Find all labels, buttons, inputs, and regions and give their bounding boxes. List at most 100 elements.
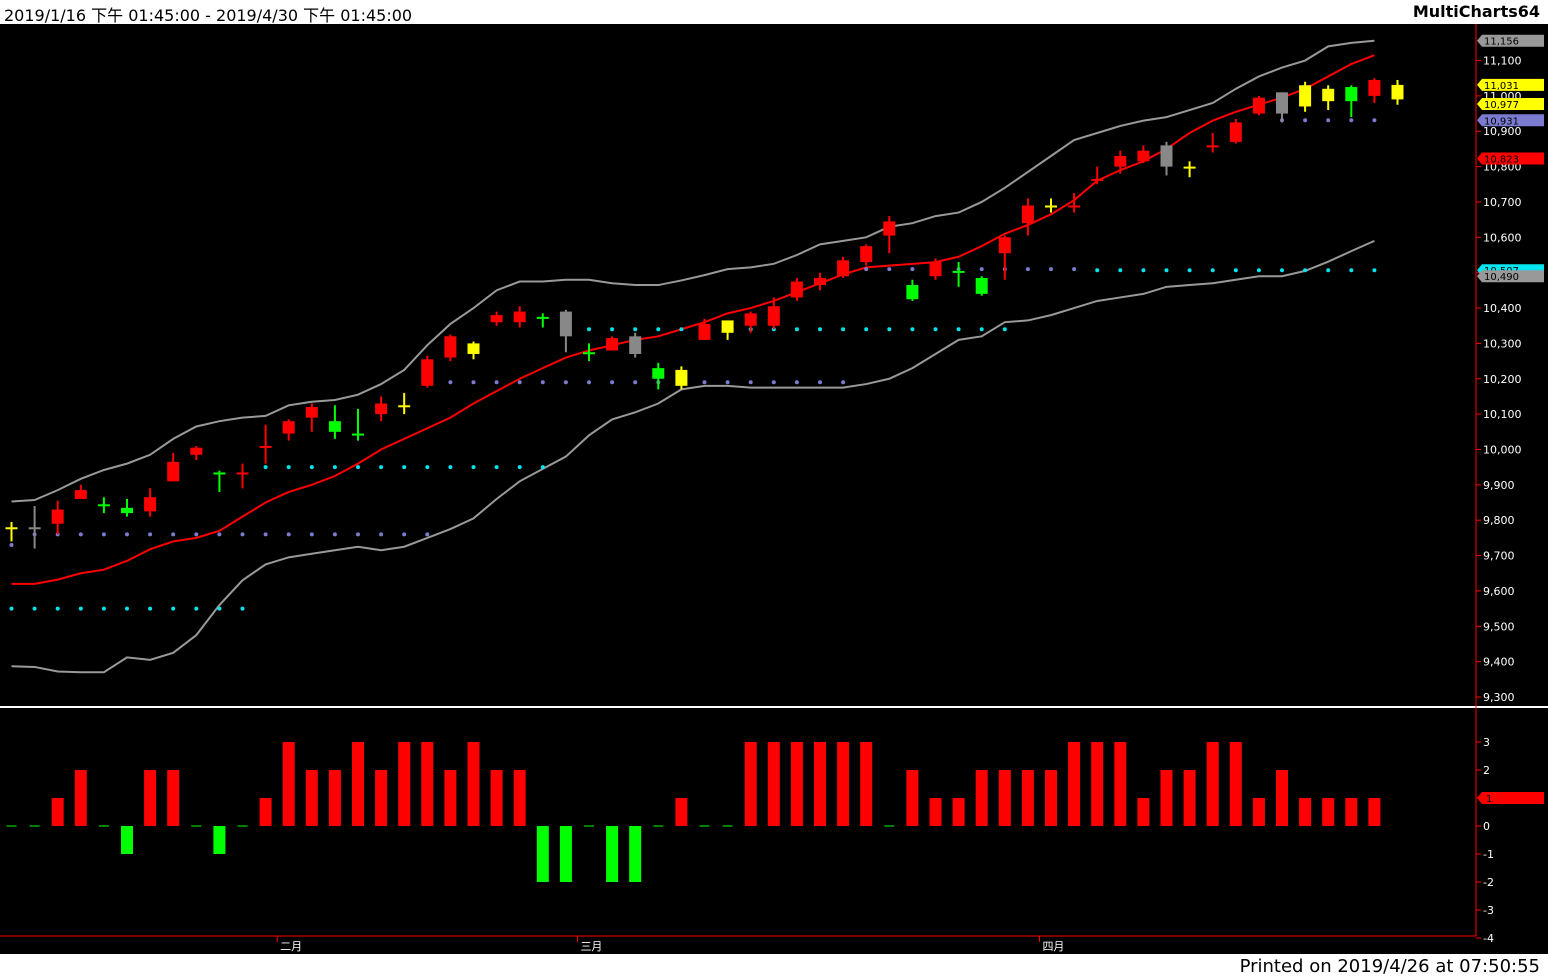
candle-body: [282, 421, 295, 434]
printed-on-label: Printed on 2019/4/26 at 07:50:55: [1239, 956, 1540, 977]
candle-body: [629, 336, 642, 355]
price-tag-label: 11,156: [1484, 37, 1519, 48]
candle-body: [536, 316, 549, 319]
level-dot: [194, 532, 199, 537]
level-dot: [78, 606, 83, 611]
price-tag: [1477, 114, 1544, 127]
osc-bar: [1276, 770, 1288, 826]
level-dot: [841, 327, 846, 332]
osc-bar: [998, 770, 1011, 826]
osc-bar: [929, 798, 942, 826]
level-dot: [55, 606, 60, 611]
osc-bar: [559, 826, 572, 882]
candle-body: [513, 311, 526, 323]
candle-body: [1021, 205, 1034, 224]
level-dot: [1372, 268, 1377, 273]
candle-body: [74, 490, 87, 499]
osc-bar: [51, 798, 64, 826]
price-axis-label: 10,000: [1483, 443, 1522, 456]
level-dot: [240, 606, 245, 611]
osc-axis-label: 2: [1483, 764, 1490, 777]
level-dot: [309, 465, 314, 470]
osc-bar: [305, 770, 318, 826]
price-axis-label: 9,500: [1483, 620, 1515, 633]
level-dot: [841, 380, 846, 385]
level-dot: [818, 380, 822, 385]
candle-body: [236, 472, 249, 475]
level-dot: [910, 327, 915, 332]
osc-axis-label: 0: [1483, 820, 1490, 833]
osc-axis-label: -3: [1483, 904, 1494, 917]
price-tag: [1477, 152, 1544, 165]
osc-bar: [1068, 742, 1081, 826]
level-dot: [356, 532, 360, 537]
level-dot: [1280, 268, 1284, 273]
osc-bar: [1021, 770, 1034, 826]
osc-bar: [814, 742, 826, 826]
level-dot: [1256, 268, 1261, 273]
level-dot: [448, 465, 453, 470]
osc-bar: [860, 742, 873, 826]
level-dot: [78, 532, 83, 537]
candle-body: [1229, 122, 1242, 142]
candle-body: [1068, 205, 1081, 208]
price-axis-label: 9,700: [1483, 550, 1515, 563]
level-dot: [610, 327, 615, 332]
level-dot: [887, 267, 892, 272]
level-dot: [956, 327, 961, 332]
level-dot: [517, 465, 522, 470]
candle-body: [652, 368, 665, 379]
candle-body: [837, 260, 850, 277]
osc-bar: [1252, 798, 1265, 826]
candle-body: [5, 527, 18, 530]
level-dot: [101, 606, 106, 611]
osc-bar: [1299, 798, 1312, 826]
price-tag-label: 10,823: [1484, 154, 1519, 165]
price-tag-label: 10,490: [1484, 272, 1519, 283]
level-dot: [217, 606, 222, 611]
candle-body: [559, 311, 572, 337]
price-tag-label: 10,977: [1484, 100, 1519, 111]
osc-bar: [74, 770, 87, 826]
level-dot: [1210, 268, 1215, 273]
level-dot: [148, 532, 153, 537]
candle-body: [305, 407, 318, 418]
osc-bar: [444, 770, 457, 826]
level-dot: [9, 542, 14, 547]
level-dot: [633, 380, 638, 385]
level-dot: [148, 606, 153, 611]
osc-bar: [167, 770, 180, 826]
osc-bar: [1114, 742, 1127, 826]
osc-bar: [952, 798, 965, 826]
price-axis-label: 10,100: [1483, 408, 1522, 421]
osc-axis-label: -1: [1483, 848, 1494, 861]
osc-bar: [259, 798, 272, 826]
level-dot: [194, 606, 199, 611]
osc-bar: [1183, 770, 1196, 826]
osc-bar: [213, 826, 226, 854]
level-dot: [933, 327, 938, 332]
candle-body: [144, 497, 157, 512]
candle-body: [675, 369, 688, 386]
candle-body: [744, 313, 757, 326]
osc-bar: [1322, 798, 1335, 826]
level-dot: [286, 465, 291, 470]
level-dot: [1326, 268, 1331, 273]
level-dot: [517, 380, 522, 385]
price-axis-label: 10,700: [1483, 196, 1522, 209]
candle-body: [444, 336, 457, 358]
osc-bar: [467, 742, 480, 826]
level-dot: [240, 532, 245, 537]
candle-body: [790, 281, 803, 298]
level-dot: [771, 380, 776, 385]
price-axis-label: 9,600: [1483, 585, 1515, 598]
level-dot: [263, 465, 268, 470]
app-name-label: MultiCharts64: [1412, 2, 1540, 21]
level-dot: [125, 532, 129, 537]
level-dot: [379, 532, 384, 537]
chart-area[interactable]: 9,300 9,400 9,500 9,600 9,700 9,800 9,900 10,00…: [0, 24, 1548, 954]
level-dot: [1372, 118, 1377, 123]
level-dot: [563, 380, 568, 385]
price-axis-label: 9,400: [1483, 656, 1515, 669]
level-dot: [217, 532, 222, 537]
